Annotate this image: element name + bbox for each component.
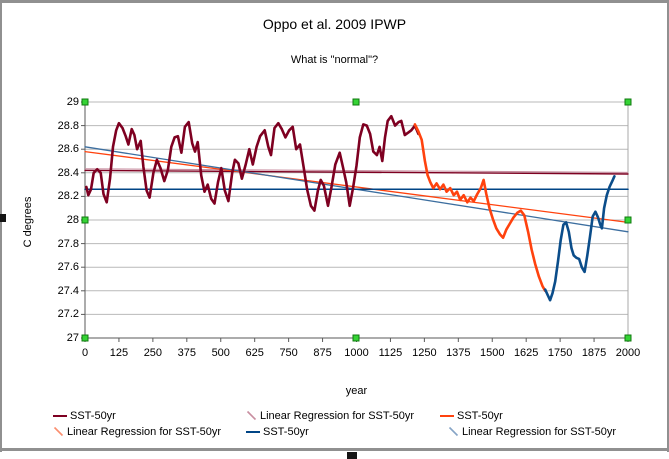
green-selection-handle[interactable] — [81, 216, 89, 224]
x-tick-label: 875 — [313, 347, 332, 359]
legend-item[interactable]: SST-50yr — [53, 409, 116, 422]
y-tick-label: 28.2 — [57, 190, 79, 203]
chart-subtitle[interactable]: What is "normal"? — [290, 54, 379, 66]
x-tick-label: 0 — [81, 347, 89, 359]
legend-slash-icon — [246, 410, 257, 421]
x-tick-label: 125 — [109, 347, 129, 359]
legend-label: SST-50yr — [263, 425, 309, 438]
y-tick-label: 27 — [66, 332, 79, 344]
y-tick-label: 28 — [66, 214, 79, 226]
black-selection-handle[interactable] — [0, 214, 6, 222]
y-tick-label: 28.4 — [57, 166, 79, 179]
series-data[interactable] — [85, 114, 420, 212]
legend-item[interactable]: Linear Regression for SST-50yr — [448, 425, 616, 438]
x-tick-label: 1000 — [344, 347, 369, 359]
chart-frame-border — [0, 448, 669, 451]
black-selection-handle[interactable] — [347, 452, 357, 459]
x-axis-title[interactable]: year — [345, 385, 368, 397]
x-tick-label: 1875 — [581, 347, 607, 359]
green-selection-handle[interactable] — [81, 334, 89, 342]
legend-item[interactable]: SST-50yr — [246, 425, 309, 438]
x-tick-label: 1625 — [513, 347, 539, 359]
x-tick-label: 1125 — [378, 347, 403, 359]
legend-item[interactable]: Linear Regression for SST-50yr — [53, 425, 221, 438]
y-tick-label: 27.4 — [57, 284, 79, 297]
legend-line-icon — [440, 414, 454, 417]
y-tick-label: 28.6 — [57, 143, 79, 156]
y-tick-label: 27.2 — [57, 308, 79, 321]
legend-label: SST-50yr — [70, 409, 116, 422]
chart-frame-border — [0, 0, 2, 452]
y-tick-label: 27.6 — [57, 261, 79, 274]
y-axis-title[interactable]: C degrees — [22, 196, 34, 248]
legend-label: SST-50yr — [457, 409, 503, 422]
legend-line-icon — [53, 414, 67, 417]
x-tick-label: 1500 — [480, 347, 505, 359]
chart-frame-border — [667, 0, 669, 452]
legend-label: Linear Regression for SST-50yr — [260, 409, 415, 422]
legend-label: Linear Regression for SST-50yr — [67, 425, 222, 438]
legend-item[interactable]: SST-50yr — [440, 409, 503, 422]
y-tick-label: 28.8 — [57, 119, 79, 132]
green-selection-handle[interactable] — [624, 216, 632, 224]
green-selection-handle[interactable] — [352, 334, 360, 342]
x-tick-label: 1750 — [547, 347, 573, 359]
x-tick-label: 250 — [143, 347, 163, 359]
series-regression[interactable] — [84, 150, 629, 224]
green-selection-handle[interactable] — [624, 334, 632, 342]
green-selection-handle[interactable] — [624, 98, 632, 106]
x-tick-label: 500 — [211, 347, 230, 359]
legend-label: Linear Regression for SST-50yr — [462, 425, 617, 438]
chart-frame-border — [0, 0, 669, 3]
x-tick-label: 1250 — [412, 347, 437, 359]
x-tick-label: 750 — [279, 347, 298, 359]
legend-line-icon — [246, 430, 260, 433]
x-tick-label: 375 — [177, 347, 196, 359]
legend-slash-icon — [448, 426, 459, 437]
x-tick-label: 625 — [245, 347, 264, 359]
chart-title[interactable]: Oppo et al. 2009 IPWP — [262, 16, 407, 32]
series-data[interactable] — [413, 123, 547, 293]
y-tick-label: 29 — [66, 96, 79, 108]
legend-slash-icon — [53, 426, 64, 437]
plot-area[interactable] — [81, 101, 629, 342]
series-data[interactable] — [543, 175, 616, 302]
legend-item[interactable]: Linear Regression for SST-50yr — [246, 409, 414, 422]
x-tick-label: 1375 — [446, 347, 471, 359]
x-tick-label: 2000 — [615, 347, 641, 359]
y-tick-label: 27.8 — [57, 237, 79, 250]
green-selection-handle[interactable] — [81, 98, 89, 106]
green-selection-handle[interactable] — [352, 98, 360, 106]
